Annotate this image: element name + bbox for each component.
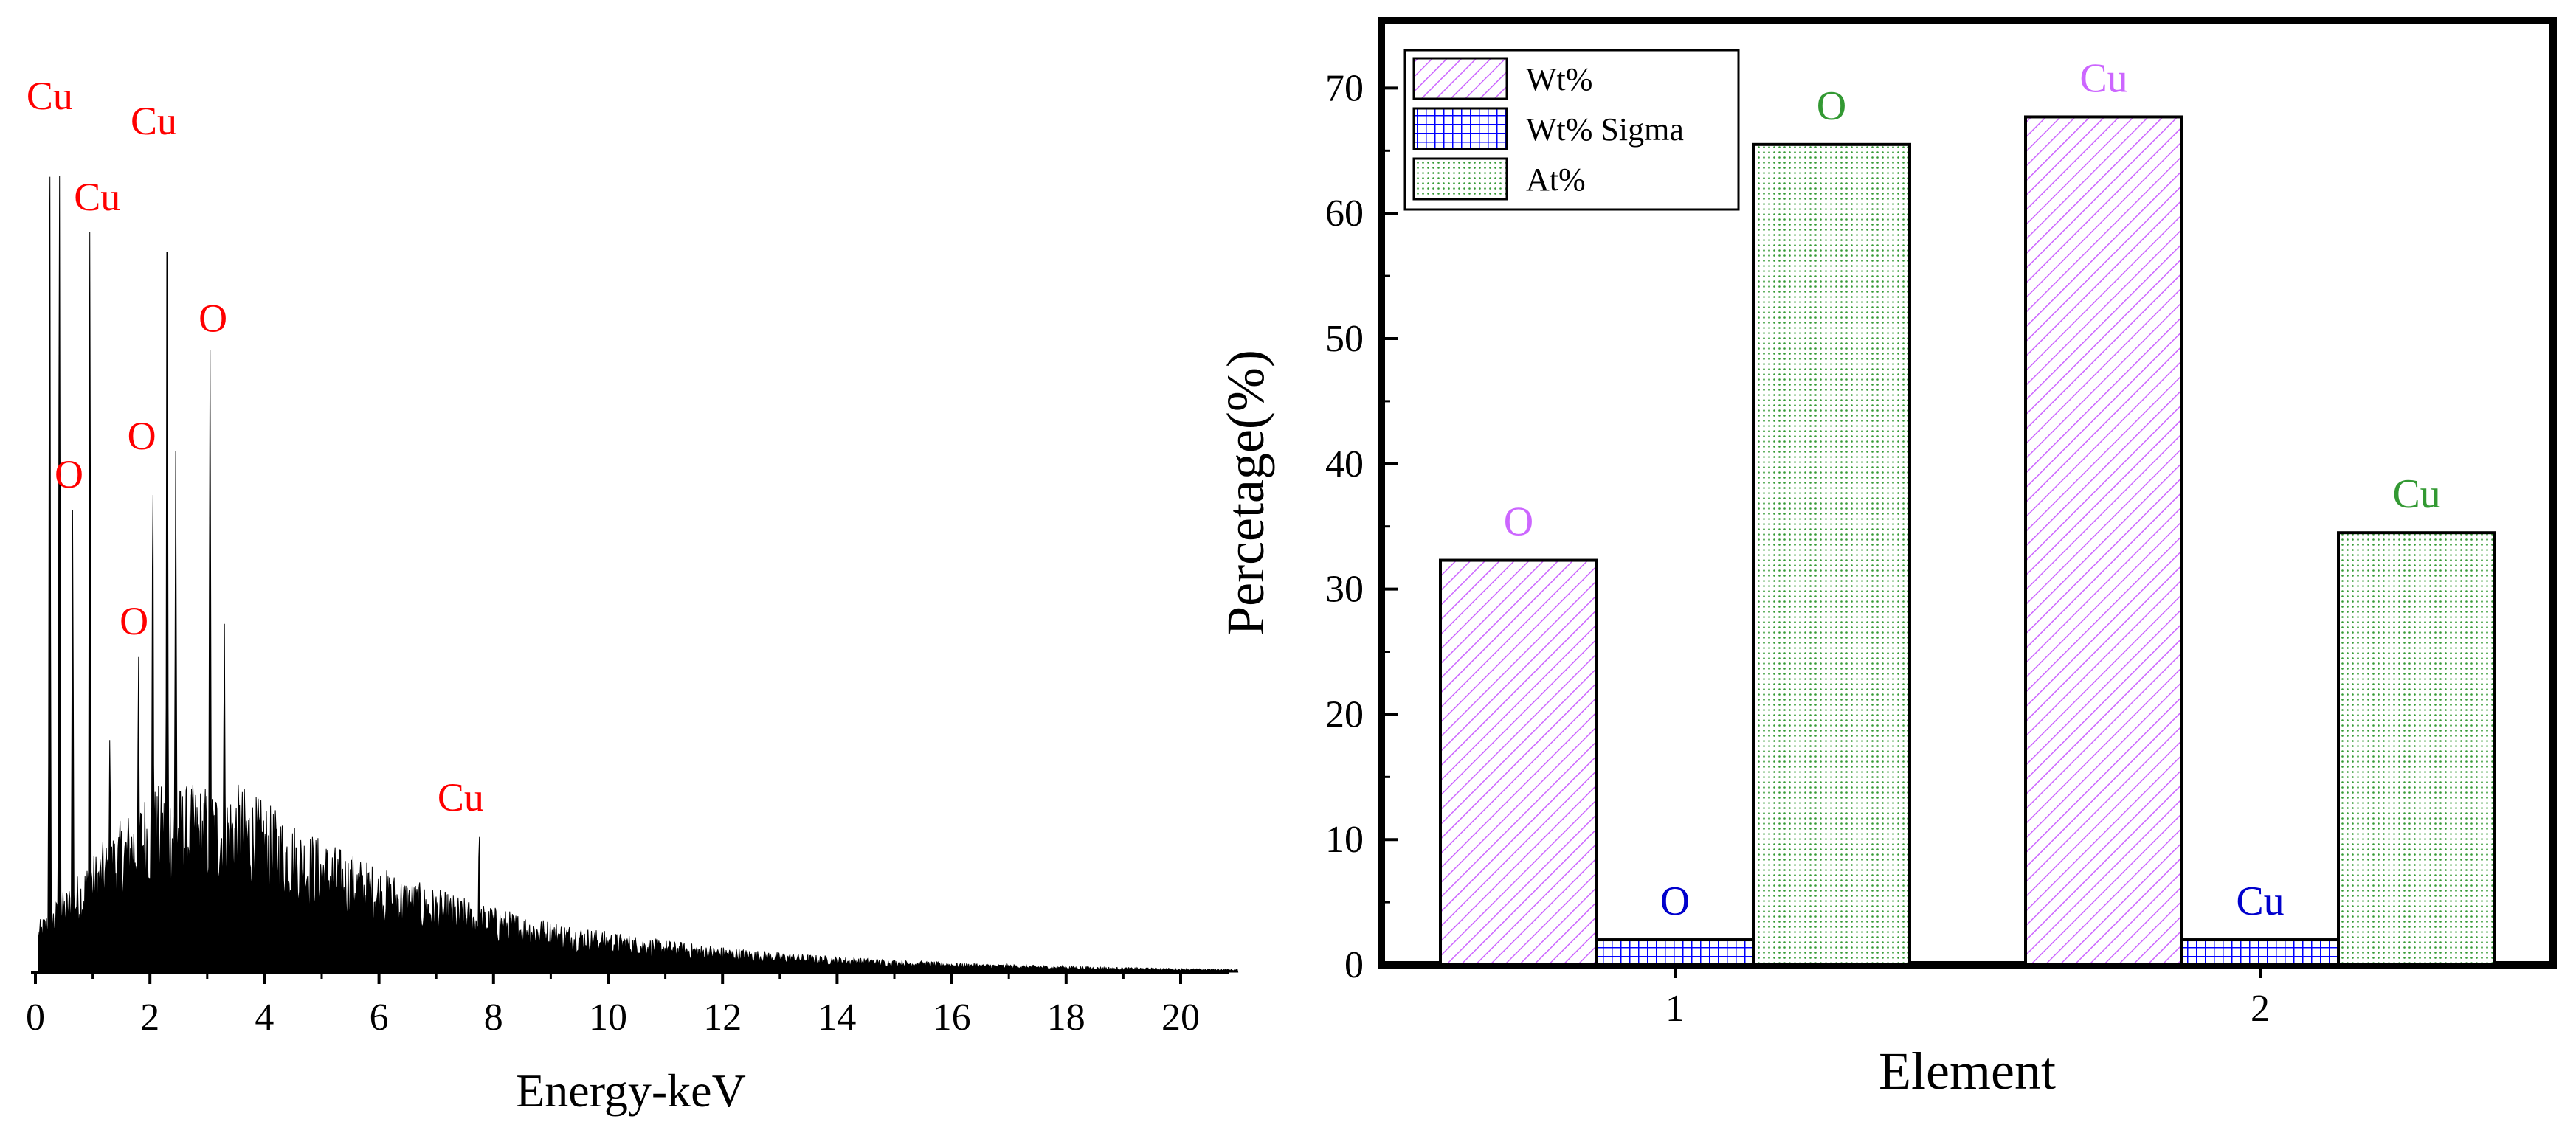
bar-wt — [1439, 558, 1598, 966]
legend-label-at: At% — [1526, 162, 1586, 198]
bar-y-tick-label: 60 — [1325, 193, 1364, 235]
spectrum-x-tick-label: 2 — [140, 997, 159, 1039]
bar-legend: Wt% Wt% Sigma At% — [1403, 49, 1740, 211]
spectrum-x-tick-label: 0 — [26, 997, 45, 1039]
bar-y-tick-label: 40 — [1325, 443, 1364, 485]
spectrum-x-tick-label: 4 — [255, 997, 274, 1039]
bars — [1439, 115, 2496, 967]
bar-ticks: 0 10 20 30 40 50 60 70 1 2 — [1325, 67, 2270, 1030]
bar-labels: O O O Cu Cu Cu — [1504, 55, 2441, 924]
bar-y-tick-label: 10 — [1325, 819, 1364, 861]
legend-swatch-sigma — [1412, 107, 1508, 150]
bar-label-at: O — [1817, 83, 1846, 129]
bar-y-tick-label: 30 — [1325, 569, 1364, 611]
bar-x-tick-label: 1 — [1665, 988, 1685, 1030]
bar-label-at: Cu — [2392, 471, 2440, 517]
legend-label-sigma: Wt% Sigma — [1526, 111, 1684, 148]
bar-y-tick-label: 0 — [1344, 944, 1364, 986]
bar-y-tick-label: 50 — [1325, 318, 1364, 360]
spectrum-peak-label: O — [55, 452, 83, 496]
bar-label-wt-sigma: O — [1660, 879, 1690, 924]
spectrum-peak-label: O — [120, 599, 148, 643]
spectrum-x-tick-label: 12 — [703, 997, 742, 1039]
bar-x-axis-title: Element — [1879, 1042, 2056, 1101]
bar-label-wt: Cu — [2079, 55, 2127, 101]
spectrum-x-tick-label: 8 — [484, 997, 503, 1039]
spectrum-peak-label: Cu — [131, 99, 177, 143]
spectrum-peak-label: O — [128, 414, 156, 458]
spectrum-peak-label: O — [198, 296, 227, 340]
legend-label-wt: Wt% — [1526, 61, 1592, 97]
spectrum-x-tick-label: 18 — [1047, 997, 1085, 1039]
spectrum-x-tick-label: 20 — [1161, 997, 1200, 1039]
bar-panel: 0 10 20 30 40 50 60 70 1 2 O O O Cu Cu Cu Wt% Wt% Sigm… — [1216, 17, 2557, 1101]
bar-y-tick-label: 20 — [1325, 693, 1364, 735]
bar-label-wt: O — [1504, 499, 1533, 545]
bar-x-tick-label: 2 — [2251, 988, 2270, 1030]
bar-wt — [2024, 115, 2183, 967]
legend-swatch-wt — [1412, 57, 1508, 100]
bar-wt-sigma — [2180, 938, 2340, 967]
spectrum-x-tick-label: 16 — [933, 997, 971, 1039]
spectrum-x-tick-label: 6 — [370, 997, 389, 1039]
spectrum-peak-label: Cu — [438, 775, 484, 820]
spectrum-x-tick-label: 14 — [818, 997, 856, 1039]
legend-swatch-at — [1412, 157, 1508, 201]
bar-at — [1752, 142, 1911, 966]
spectrum-ticks: 0 2 4 6 8 10 12 14 16 18 20 — [26, 972, 1200, 1039]
spectrum-peak-label: Cu — [27, 74, 73, 118]
bar-y-axis-title: Percetage(%) — [1216, 350, 1275, 636]
spectrum-x-axis-title: Energy-keV — [516, 1064, 746, 1117]
spectrum-trace — [38, 176, 1239, 973]
bar-label-wt-sigma: Cu — [2236, 879, 2284, 924]
spectrum-peak-label: Cu — [74, 175, 120, 219]
bar-y-tick-label: 70 — [1325, 67, 1364, 109]
spectrum-x-tick-label: 10 — [589, 997, 627, 1039]
bar-at — [2337, 531, 2496, 966]
bar-wt-sigma — [1595, 938, 1755, 967]
